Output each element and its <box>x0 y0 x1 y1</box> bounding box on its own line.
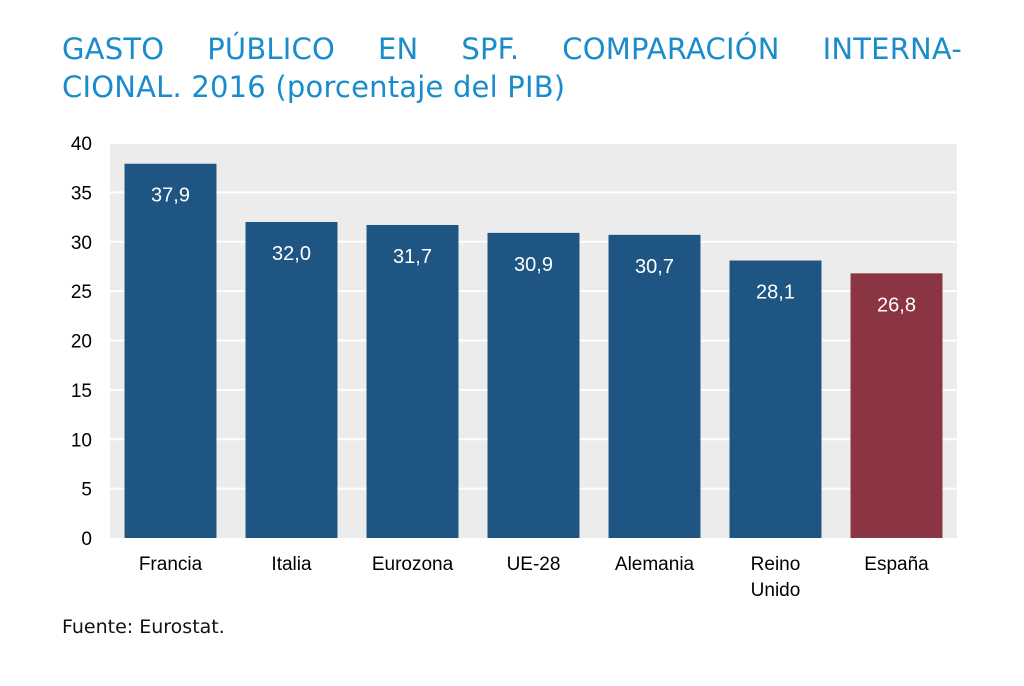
data-label: 31,7 <box>393 246 432 268</box>
source-note: Fuente: Eurostat. <box>62 616 225 638</box>
chart-title-line-1: GASTO PÚBLICO EN SPF. COMPARACIÓN INTERN… <box>62 32 962 66</box>
chart-title-line-2: CIONAL. 2016 (porcentaje del PIB) <box>62 70 566 104</box>
y-tick-label: 35 <box>71 183 92 204</box>
chart-title: GASTO PÚBLICO EN SPF. COMPARACIÓN INTERN… <box>62 30 962 106</box>
bar <box>487 232 580 539</box>
data-label: 30,9 <box>514 254 553 276</box>
x-tick-label-line: Francia <box>139 554 203 575</box>
x-tick-label: Francia <box>139 554 203 575</box>
x-tick-label: España <box>864 554 929 575</box>
y-tick-label: 30 <box>71 233 92 254</box>
x-tick-label-line: Unido <box>751 580 801 601</box>
bar <box>245 222 338 538</box>
bar <box>366 224 459 538</box>
x-tick-label-line: España <box>864 554 929 575</box>
x-tick-label-line: Alemania <box>615 554 695 575</box>
x-tick-label: UE-28 <box>507 554 561 575</box>
bar <box>729 260 822 538</box>
data-label: 37,9 <box>151 185 190 207</box>
data-label: 26,8 <box>877 294 916 316</box>
y-axis: 0 5 10 15 20 25 30 35 40 <box>71 134 92 550</box>
x-tick-label-line: Eurozona <box>372 554 454 575</box>
y-tick-label: 25 <box>71 282 92 303</box>
x-tick-label-line: UE-28 <box>507 554 561 575</box>
x-tick-label: Italia <box>271 554 312 575</box>
y-tick-label: 15 <box>71 381 92 402</box>
data-label: 28,1 <box>756 282 795 304</box>
x-tick-label-line: Reino <box>751 554 801 575</box>
x-tick-label: Reino Unido <box>751 554 801 601</box>
bar <box>850 273 943 538</box>
y-tick-label: 5 <box>81 480 92 501</box>
x-axis: Francia Italia Eurozona UE-28 Alemania Reino U… <box>139 554 929 601</box>
y-tick-label: 10 <box>71 430 92 451</box>
y-tick-label: 0 <box>81 529 92 550</box>
data-label: 32,0 <box>272 243 311 265</box>
y-tick-label: 20 <box>71 332 92 353</box>
y-tick-label: 40 <box>71 134 92 155</box>
data-label: 30,7 <box>635 256 674 278</box>
x-tick-label: Eurozona <box>372 554 454 575</box>
bars <box>124 163 943 539</box>
data-labels: 37,9 32,0 31,7 30,9 30,7 28,1 26,8 <box>151 185 916 317</box>
bar <box>124 163 217 539</box>
x-tick-label: Alemania <box>615 554 695 575</box>
x-tick-label-line: Italia <box>271 554 312 575</box>
bar <box>608 234 701 538</box>
